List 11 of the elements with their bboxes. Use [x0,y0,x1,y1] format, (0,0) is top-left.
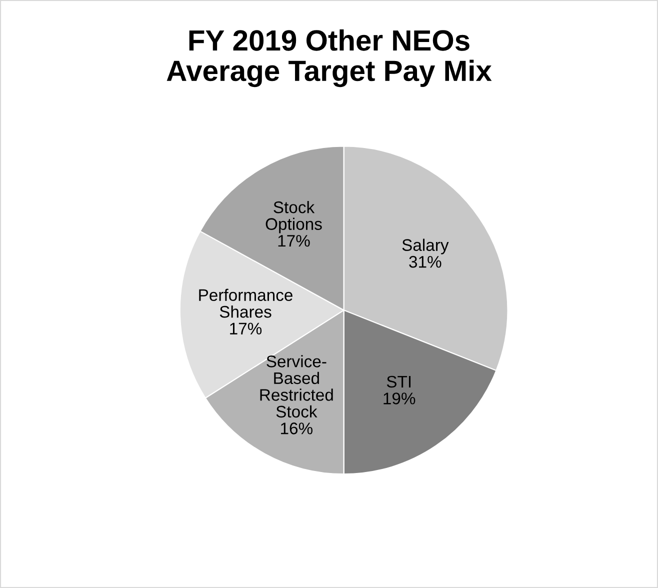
data-label: 17% [278,234,310,247]
slice-label: Stock Options [266,200,322,234]
slice-label: Salary [402,238,449,254]
slice-label: STI [386,376,411,388]
chart-title: FY 2019 Other NEOs Average Target Pay Mix [166,29,492,88]
data-label: 17% [230,322,262,334]
data-label: 31% [409,256,442,268]
slice-label: Service- Based Restricted Stock [260,355,333,418]
data-label: 19% [384,392,416,404]
data-label: 16% [281,422,313,434]
slice-label: Performance Shares [199,288,292,318]
